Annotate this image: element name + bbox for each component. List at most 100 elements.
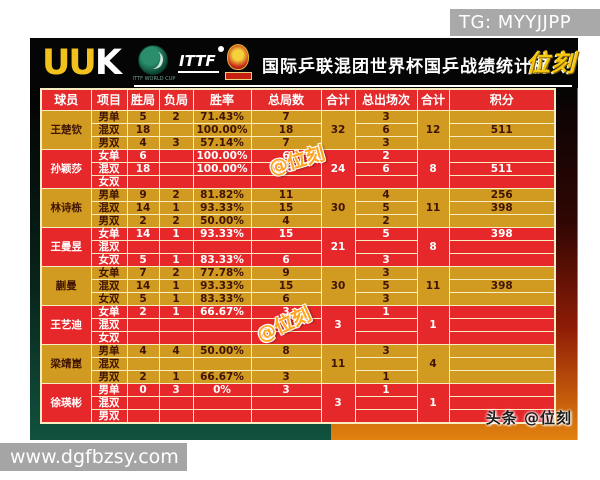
total-games-cell: 9 — [250, 265, 322, 280]
points-cell: 256 — [448, 187, 556, 202]
losses-cell: 1 — [158, 278, 194, 293]
appearances-cell: 1 — [354, 382, 418, 397]
games-sum-cell: 30 — [320, 265, 356, 306]
event-cell: 男单 — [90, 187, 128, 202]
losses-cell: 1 — [158, 252, 194, 267]
page-title: 国际乒联混团世界杯国乒战绩统计榜 — [262, 57, 550, 77]
losses-cell: 2 — [158, 109, 194, 124]
header-underline — [134, 85, 572, 87]
event-cell: 女双 — [90, 174, 128, 189]
win-rate-cell: 71.43% — [192, 109, 252, 124]
total-games-cell: 3 — [250, 382, 322, 397]
author-credit: 头条 @位刻 — [485, 409, 572, 427]
table-background: 球员 项目 胜局 负局 胜率 总局数 合计 总出场次 合计 积分 王楚钦 男单 5 2 71.43% 7 32… — [30, 88, 578, 440]
win-rate-cell: 83.33% — [192, 291, 252, 306]
appearances-cell: 4 — [354, 187, 418, 202]
losses-cell — [158, 148, 194, 163]
table-row: 王艺迪 女单 2 1 66.67% 3 3 1 1 — [40, 304, 556, 345]
wins-cell — [126, 174, 160, 189]
table-row: 混双 — [41, 317, 556, 332]
table-row: 徐瑛彬 男单 0 3 0% 3 3 1 1 — [40, 382, 556, 423]
total-games-cell: 18 — [250, 122, 322, 137]
event-cell: 混双 — [90, 200, 128, 215]
total-games-cell: 7 — [250, 109, 322, 124]
losses-cell: 2 — [158, 213, 194, 228]
column-header: 球员 — [40, 88, 92, 111]
column-header: 总局数 — [250, 88, 322, 111]
points-cell: 398 — [448, 200, 556, 215]
event-cell: 女单 — [90, 148, 128, 163]
appearances-cell — [354, 330, 418, 345]
appearances-cell: 3 — [354, 343, 418, 358]
wins-cell: 14 — [126, 200, 160, 215]
player-name-cell: 王曼昱 — [40, 226, 92, 267]
win-rate-cell — [192, 317, 252, 332]
telegram-handle: TG: MYYJJPP — [459, 12, 572, 33]
games-sum-cell: 32 — [320, 109, 356, 150]
appearances-sum-cell: 8 — [416, 148, 450, 189]
win-rate-cell — [192, 356, 252, 371]
wins-cell: 4 — [126, 135, 160, 150]
table-row: 男双 4 3 57.14% 7 3 — [41, 135, 556, 150]
event-cell: 女双 — [90, 330, 128, 345]
win-rate-cell — [192, 330, 252, 345]
appearances-cell: 3 — [354, 265, 418, 280]
appearances-cell — [354, 317, 418, 332]
table-row: 男双 — [41, 408, 556, 423]
table-row: 蒯曼 女单 7 2 77.78% 9 30 3 11 — [40, 265, 556, 306]
points-cell — [448, 252, 556, 267]
player-name-cell: 王艺迪 — [40, 304, 92, 345]
player-name-cell: 王楚钦 — [40, 109, 92, 150]
event-cell: 女单 — [90, 304, 128, 319]
appearances-sum-cell: 11 — [416, 265, 450, 306]
player-name-cell: 林诗栋 — [40, 187, 92, 228]
appearances-cell — [354, 356, 418, 371]
win-rate-cell: 93.33% — [192, 200, 252, 215]
event-cell: 混双 — [90, 161, 128, 176]
points-cell — [448, 369, 556, 384]
losses-cell — [158, 330, 194, 345]
appearances-cell: 5 — [354, 226, 418, 241]
games-sum-cell: 11 — [320, 343, 356, 384]
player-name-cell: 徐瑛彬 — [40, 382, 92, 423]
appearances-cell: 3 — [354, 135, 418, 150]
games-sum-cell: 21 — [320, 226, 356, 267]
column-header: 积分 — [448, 88, 556, 111]
table-row: 混双 18 100.00% 18 6 511 — [41, 122, 556, 137]
points-cell — [448, 265, 556, 280]
appearances-sum-cell: 8 — [416, 226, 450, 267]
losses-cell: 4 — [158, 343, 194, 358]
losses-cell — [158, 122, 194, 137]
weike-logo: 位刻 — [526, 49, 576, 77]
appearances-cell: 5 — [354, 278, 418, 293]
total-games-cell — [250, 356, 322, 371]
appearances-cell: 6 — [354, 122, 418, 137]
points-cell — [448, 356, 556, 371]
losses-cell: 1 — [158, 291, 194, 306]
win-rate-cell — [192, 408, 252, 423]
games-sum-cell: 3 — [320, 382, 356, 423]
appearances-cell: 1 — [354, 304, 418, 319]
losses-cell — [158, 161, 194, 176]
website-url: www.dgfbzsy.com — [10, 446, 179, 468]
appearances-sum-cell: 11 — [416, 187, 450, 228]
wins-cell: 18 — [126, 161, 160, 176]
event-cell: 男双 — [90, 213, 128, 228]
win-rate-cell: 77.78% — [192, 265, 252, 280]
points-cell — [448, 291, 556, 306]
total-games-cell — [250, 395, 322, 410]
column-header: 项目 — [90, 88, 128, 111]
wins-cell: 5 — [126, 109, 160, 124]
event-cell: 男单 — [90, 382, 128, 397]
points-cell: 511 — [448, 161, 556, 176]
event-cell: 混双 — [90, 395, 128, 410]
table-row: 混双 — [41, 239, 556, 254]
table-row: 混双 14 1 93.33% 15 5 398 — [41, 200, 556, 215]
wins-cell — [126, 239, 160, 254]
wins-cell: 2 — [126, 369, 160, 384]
win-rate-cell: 100.00% — [192, 161, 252, 176]
appearances-cell: 3 — [354, 109, 418, 124]
wins-cell: 2 — [126, 213, 160, 228]
wins-cell — [126, 330, 160, 345]
